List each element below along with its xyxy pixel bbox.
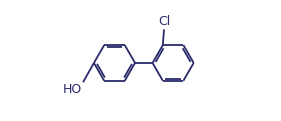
Text: Cl: Cl <box>158 15 170 28</box>
Text: HO: HO <box>63 83 82 96</box>
